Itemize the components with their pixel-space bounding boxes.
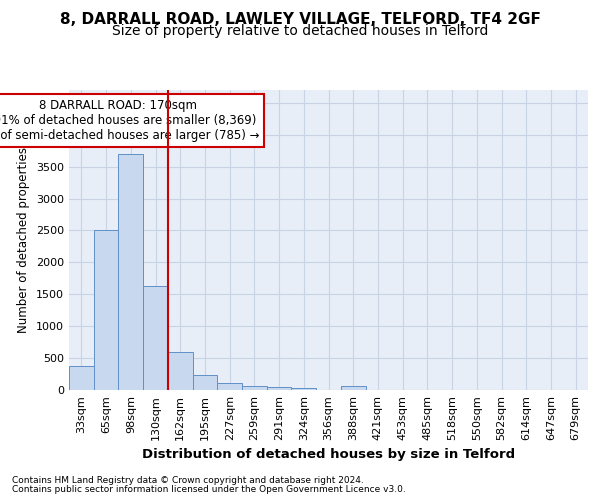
Bar — [94, 230, 118, 390]
Text: Size of property relative to detached houses in Telford: Size of property relative to detached ho… — [112, 24, 488, 38]
Bar — [242, 386, 267, 390]
Bar — [69, 366, 94, 390]
Text: Contains public sector information licensed under the Open Government Licence v3: Contains public sector information licen… — [12, 485, 406, 494]
Bar — [341, 386, 365, 390]
Text: 8, DARRALL ROAD, LAWLEY VILLAGE, TELFORD, TF4 2GF: 8, DARRALL ROAD, LAWLEY VILLAGE, TELFORD… — [59, 12, 541, 28]
Y-axis label: Number of detached properties: Number of detached properties — [17, 147, 31, 333]
Bar — [193, 374, 217, 390]
Bar — [143, 286, 168, 390]
Bar — [292, 388, 316, 390]
Bar — [168, 352, 193, 390]
Bar — [267, 387, 292, 390]
Text: Contains HM Land Registry data © Crown copyright and database right 2024.: Contains HM Land Registry data © Crown c… — [12, 476, 364, 485]
X-axis label: Distribution of detached houses by size in Telford: Distribution of detached houses by size … — [142, 448, 515, 462]
Text: 8 DARRALL ROAD: 170sqm
← 91% of detached houses are smaller (8,369)
9% of semi-d: 8 DARRALL ROAD: 170sqm ← 91% of detached… — [0, 99, 259, 142]
Bar — [118, 154, 143, 390]
Bar — [217, 383, 242, 390]
